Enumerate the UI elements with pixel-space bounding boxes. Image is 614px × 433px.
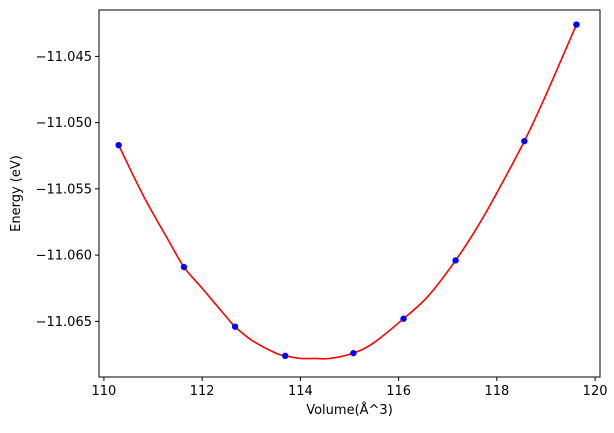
data-point	[521, 137, 528, 145]
x-axis-ticks: 110 112 114 116 118 120	[91, 377, 608, 399]
data-point	[350, 349, 357, 357]
data-point	[115, 141, 122, 149]
data-point	[452, 257, 459, 264]
data-point	[400, 315, 407, 322]
x-axis-label: Volume(Å^3)	[306, 402, 393, 418]
y-tick-label: −11.065	[36, 315, 92, 330]
x-tick-label: 114	[288, 384, 313, 399]
data-point	[281, 352, 289, 360]
x-tick-label: 118	[484, 384, 509, 399]
y-tick-label: −11.055	[36, 182, 92, 197]
data-point	[231, 323, 239, 330]
y-tick-label: −11.045	[36, 50, 92, 65]
data-point	[573, 21, 580, 28]
y-tick-label: −11.060	[36, 249, 92, 264]
x-tick-label: 112	[190, 384, 215, 399]
x-tick-label: 110	[91, 384, 116, 399]
fit-curve-layer	[117, 24, 578, 360]
y-tick-label: −11.050	[36, 116, 92, 131]
y-axis-label: Energy (eV)	[9, 155, 24, 232]
fit-curve-line	[117, 24, 578, 360]
plot-frame	[98, 9, 601, 378]
y-axis-ticks: −11.065 −11.060 −11.055 −11.050 −11.045	[36, 50, 99, 330]
x-tick-label: 116	[386, 384, 411, 399]
x-tick-label: 120	[583, 384, 608, 399]
data-point	[180, 263, 188, 271]
data-points-layer	[115, 21, 580, 360]
